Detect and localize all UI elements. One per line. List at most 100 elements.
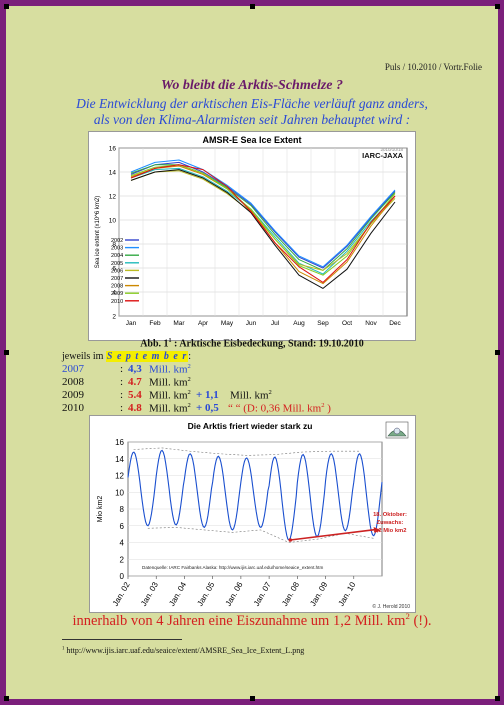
slide-title: Wo bleibt die Arktis-Schmelze ? (161, 78, 343, 93)
resize-handle-top[interactable] (250, 4, 255, 9)
row-colon: : (120, 363, 124, 375)
series-line-2005 (130, 167, 396, 275)
x-tick-label: Jun (246, 320, 257, 327)
x-tick-label: Dec (389, 320, 401, 327)
x-tick-label: May (221, 320, 234, 327)
conclusion-main: innerhalb von 4 Jahren eine Eiszunahme u… (72, 612, 406, 629)
y-tick-label: 16 (115, 438, 124, 447)
x-tick-label: Nov (365, 320, 377, 327)
series-line-2006 (130, 170, 396, 271)
row-unit: Mill. km2 (149, 402, 191, 415)
subtitle-line-1: Die Entwicklung der arktischen Eis-Fläch… (76, 96, 428, 111)
september-highlight: S e p t e m b e r (105, 351, 189, 362)
resize-handle-bottom-left[interactable] (4, 696, 9, 701)
series-line-2007 (130, 169, 396, 289)
legend-label: 2009 (111, 291, 123, 297)
arctic-logo-icon (385, 421, 409, 439)
x-tick-label: Jan. 09 (308, 580, 329, 608)
y-tick-label: 14 (109, 170, 117, 177)
y-tick-label: 6 (120, 522, 125, 531)
source-note: Datenquelle: IARC Fairbanks Alaska: http… (142, 565, 323, 570)
x-tick-label: Jan. 08 (280, 580, 301, 608)
row-value: 5.4 (128, 389, 142, 401)
resize-handle-bottom-right[interactable] (495, 696, 500, 701)
resize-handle-left[interactable] (4, 350, 9, 355)
trend-arrow-head (373, 526, 381, 533)
legend-label: 2003 (111, 246, 123, 252)
chart-title: Die Arktis friert wieder stark zu (188, 421, 313, 431)
trend-start-point (288, 538, 293, 542)
y-tick-label: 0 (120, 572, 125, 581)
series-line-2002 (130, 161, 396, 269)
max-envelope-line (133, 447, 360, 456)
figure-caption: Abb. 11 : Arktische Eisbedeckung, Stand:… (0, 338, 504, 349)
row-value: 4.8 (128, 402, 142, 414)
chart-title: AMSR-E Sea Ice Extent (202, 135, 301, 145)
caption-prefix: Abb. 1 (140, 338, 169, 350)
y-tick-label: 2 (120, 555, 125, 564)
row-unit: Mill. km2 (149, 389, 191, 402)
y-tick-label: 8 (112, 242, 116, 249)
row-colon: : (120, 376, 124, 388)
resize-handle-top-left[interactable] (4, 4, 9, 9)
sea-ice-extent-chart: AMSR-E Sea Ice Extent 2 4 6 8 10 12 14 16 Jan Feb M… (88, 131, 416, 341)
legend-label: 2005 (111, 261, 123, 267)
x-tick-label: Feb (149, 320, 161, 327)
resize-handle-bottom[interactable] (250, 696, 255, 701)
row-increase: + 0,5 (196, 402, 219, 414)
y-tick-label: 6 (112, 266, 116, 273)
chart-badge: IARC-JAXA (362, 151, 403, 160)
resize-handle-right[interactable] (495, 350, 500, 355)
row-value: 4.7 (128, 376, 142, 388)
conclusion-sup: 2 (405, 611, 410, 621)
caption-footnote-ref: 1 (168, 338, 172, 344)
row-year: 2008 (62, 376, 84, 388)
row-value: 4,3 (128, 363, 142, 375)
footnote-url[interactable]: http://www.ijis.iarc.uaf.edu/seaice/exte… (64, 646, 305, 655)
sea-ice-extent-svg: AMSR-E Sea Ice Extent 2 4 6 8 10 12 14 16 Jan Feb M… (95, 135, 408, 327)
september-intro: jeweils im S e p t e m b e r: (62, 351, 191, 362)
row-unit: Mill. km2 (149, 376, 191, 389)
x-tick-label: Sep (317, 320, 329, 327)
conclusion-tail: (!). (409, 612, 432, 629)
resize-handle-top-right[interactable] (495, 4, 500, 9)
y-tick-label: 16 (109, 146, 117, 153)
row-year: 2007 (62, 363, 84, 375)
legend-label: 2006 (111, 268, 123, 274)
extent-series-line (127, 449, 383, 541)
x-tick-label: Jan. 04 (167, 580, 188, 608)
series-line-2010 (130, 164, 396, 283)
x-tick-label: Jul (271, 320, 280, 327)
legend-label: 2010 (111, 299, 123, 305)
slide-reference: Puls / 10.2010 / Vortr.Folie (384, 62, 482, 72)
y-tick-label: 8 (120, 505, 125, 514)
x-tick-label: Aug (293, 320, 305, 327)
x-tick-label: Jan. 02 (111, 580, 132, 608)
x-tick-label: Jan. 07 (252, 580, 273, 608)
legend-label: 2002 (111, 238, 123, 244)
legend-label: 2008 (111, 284, 123, 290)
intro-prefix: jeweils im (62, 351, 106, 362)
x-tick-label: Mar (173, 320, 185, 327)
series-line-2003 (130, 159, 396, 268)
trend-arrow-line (290, 528, 377, 541)
row-unit: Mill. km2 (149, 363, 191, 376)
footnote: 1 http://www.ijis.iarc.uaf.edu/seaice/ex… (62, 646, 304, 655)
x-tick-label: Jan (126, 320, 137, 327)
subtitle-line-2: als von den Klima-Alarmisten seit Jahren… (93, 112, 411, 127)
row-note: “ “ (D: 0,36 Mill. km2 ) (228, 402, 331, 415)
conclusion-text: innerhalb von 4 Jahren eine Eiszunahme u… (0, 611, 504, 630)
y-axis-label: Mio km2 (97, 496, 104, 523)
y-tick-label: 4 (112, 290, 116, 297)
annotation-line: Zuwachs: (377, 520, 404, 526)
slide-subtitle: Die Entwicklung der arktischen Eis-Fläch… (0, 96, 504, 128)
arctic-freeze-svg: Die Arktis friert wieder stark zu 0 2 4 6 8 10… (97, 421, 410, 610)
row-increase-unit: Mill. km2 (230, 389, 272, 402)
x-tick-label: Apr (198, 320, 209, 327)
logo-globe (393, 427, 401, 435)
y-tick-label: 12 (109, 194, 117, 201)
legend-label: 2007 (111, 276, 123, 282)
row-colon: : (120, 402, 124, 414)
x-tick-label: Jan. 03 (139, 580, 160, 608)
annotation-line: 18. Oktober: (373, 512, 407, 518)
